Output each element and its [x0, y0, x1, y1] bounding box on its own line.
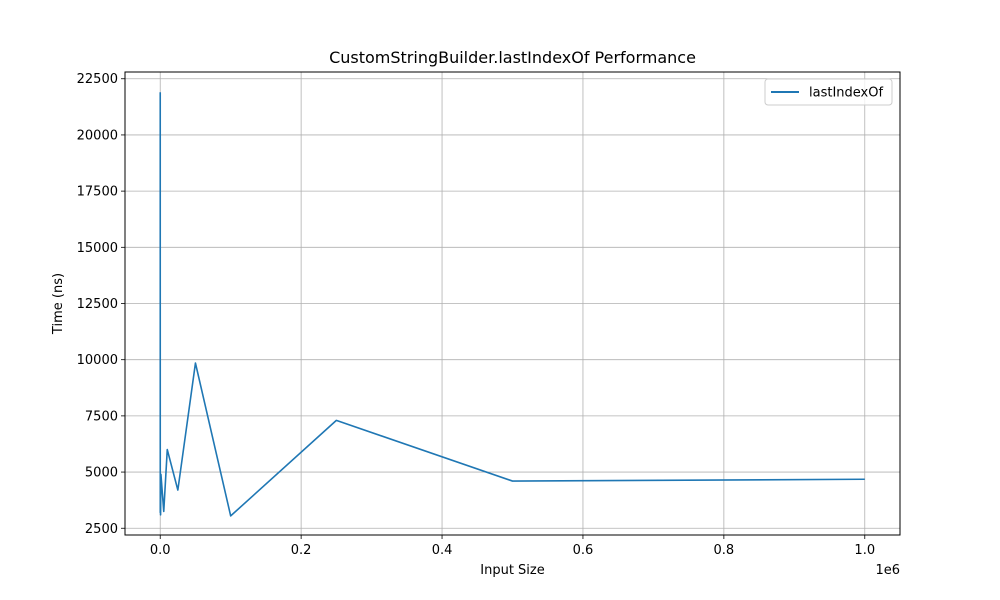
legend-label-lastindexof: lastIndexOf [809, 86, 883, 101]
ticks: 0.0 0.2 0.4 0.6 0.8 1.0 2500 5000 7500 10000 12500… [77, 72, 875, 558]
y-tick-label: 2500 [85, 522, 118, 537]
series-layer [159, 92, 865, 517]
y-axis-title: Time (ns) [51, 273, 66, 335]
x-tick-label: 0.0 [150, 543, 171, 558]
x-tick-label: 0.2 [291, 543, 312, 558]
chart-title: CustomStringBuilder.lastIndexOf Performa… [329, 48, 696, 67]
y-tick-label: 12500 [77, 297, 118, 312]
x-tick-label: 0.4 [432, 543, 453, 558]
x-axis-offset-label: 1e6 [875, 563, 900, 578]
y-tick-label: 7500 [85, 409, 118, 424]
y-tick-label: 5000 [85, 466, 118, 481]
x-axis-title: Input Size [480, 563, 544, 578]
y-tick-label: 20000 [77, 128, 118, 143]
x-tick-label: 0.8 [714, 543, 735, 558]
legend-box [764, 78, 893, 106]
y-tick-label: 22500 [77, 72, 118, 87]
y-tick-label: 15000 [77, 241, 118, 256]
legend: lastIndexOf [764, 78, 893, 106]
grid [125, 72, 900, 535]
x-tick-label: 1.0 [854, 543, 875, 558]
x-tick-label: 0.6 [573, 543, 594, 558]
series-line-lastindexof [159, 92, 865, 517]
y-tick-label: 10000 [77, 353, 118, 368]
y-tick-label: 17500 [77, 185, 118, 200]
